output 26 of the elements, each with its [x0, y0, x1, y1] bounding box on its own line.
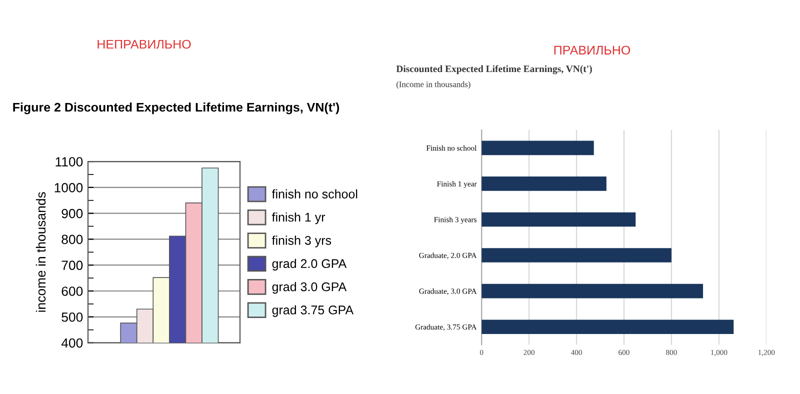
y-tick-label: 600 [62, 286, 83, 296]
bar [482, 248, 672, 262]
legend-label: finish 1 yr [272, 212, 326, 224]
chart-title: Discounted Expected Lifetime Earnings, VN(t') [396, 65, 592, 74]
y-tick-label: 700 [62, 260, 83, 270]
legend-label: grad 2.0 GPA [272, 258, 347, 271]
legend-label: grad 3.0 GPA [272, 282, 347, 294]
bar [482, 284, 704, 298]
text: ПРАВИЛЬНО [554, 46, 630, 55]
y-tick-label: 1100 [56, 157, 83, 166]
bar [482, 320, 734, 334]
y-tick-label: 500 [62, 312, 83, 322]
y-tick-label: 900 [62, 208, 83, 218]
chart-title: Figure 2 Discounted Expected Lifetime Earnings, VN(t') [13, 102, 340, 114]
legend-label: finish 3 yrs [272, 236, 332, 248]
legend-label: finish no school [272, 189, 358, 198]
bar [482, 176, 606, 191]
legend-label: grad 3.75 GPA [272, 305, 354, 317]
y-tick-label: 400 [61, 338, 83, 348]
bar [482, 212, 636, 227]
chart-subtitle: (Income in thousands) [396, 81, 470, 89]
text: НЕПРАВИЛЬНО [98, 40, 191, 49]
bar [482, 140, 594, 156]
y-tick-label: 800 [62, 234, 83, 244]
y-axis-title: income in thousands [36, 192, 46, 312]
y-tick-label: 1000 [54, 183, 83, 192]
